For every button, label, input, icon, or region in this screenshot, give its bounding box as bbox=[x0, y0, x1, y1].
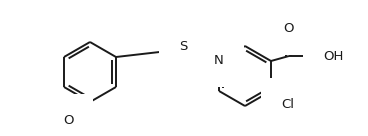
Text: Cl: Cl bbox=[281, 98, 294, 110]
Text: S: S bbox=[179, 41, 187, 53]
Text: O: O bbox=[63, 114, 73, 126]
Text: O: O bbox=[284, 22, 294, 35]
Text: OH: OH bbox=[323, 50, 343, 63]
Text: N: N bbox=[214, 55, 224, 67]
